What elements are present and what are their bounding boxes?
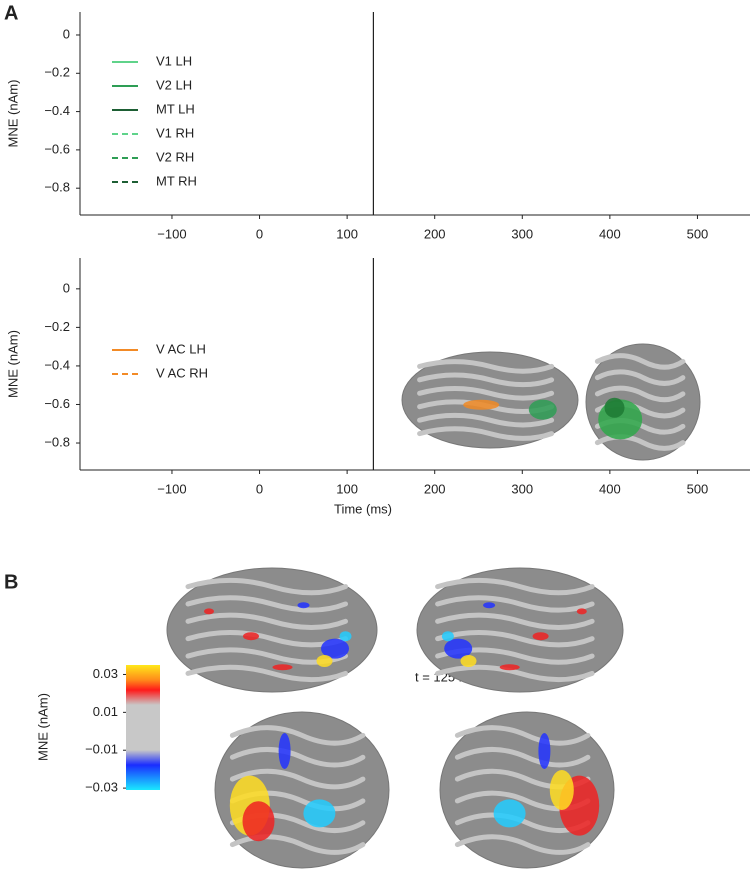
brain-images [166, 343, 701, 869]
y-axis-label: MNE (nAm) [5, 330, 20, 398]
activation-spot [493, 799, 526, 828]
brain-sulcus [417, 359, 555, 374]
activation-spot [460, 655, 477, 667]
activation-spot [278, 733, 291, 769]
colorbar-tick-label: −0.03 [85, 780, 118, 795]
activation-spot [528, 399, 557, 420]
panel-label: A [4, 2, 18, 24]
x-axis-label: Time (ms) [334, 501, 392, 516]
colorbar-label: MNE (nAm) [35, 693, 50, 761]
activation-spot [499, 664, 520, 671]
brain-sulcus [435, 664, 595, 683]
brain-sulcus [185, 664, 348, 683]
legend-label: V AC RH [156, 365, 208, 380]
brain-sulcus [417, 372, 555, 388]
y-axis-label: MNE (nAm) [5, 80, 20, 148]
activation-spot [321, 638, 349, 659]
brain-sulcus [454, 834, 591, 855]
y-tick-label: −0.2 [44, 65, 70, 80]
y-tick-label: −0.8 [44, 180, 70, 195]
brain-sulcus [229, 725, 366, 746]
x-tick-label: 400 [599, 481, 621, 496]
y-tick-label: −0.4 [44, 103, 70, 118]
x-tick-label: 100 [336, 226, 358, 241]
x-tick-label: 0 [256, 481, 263, 496]
x-tick-label: 500 [687, 481, 709, 496]
brain-sulcus [435, 612, 595, 630]
x-tick-label: 300 [511, 481, 533, 496]
activation-spot [242, 801, 275, 842]
legend-label: V2 LH [156, 77, 192, 92]
x-tick-label: 500 [687, 226, 709, 241]
activation-spot [441, 631, 454, 642]
activation-spot [316, 655, 333, 667]
activation-spot [243, 632, 259, 641]
brain-sulcus [594, 369, 686, 386]
y-tick-label: −0.8 [44, 434, 70, 449]
activation-spot [604, 397, 625, 418]
brain-sulcus [185, 577, 348, 596]
brain-sulcus [594, 353, 686, 370]
x-tick-label: 200 [424, 481, 446, 496]
x-tick-label: 300 [511, 226, 533, 241]
y-tick-label: 0 [63, 280, 70, 295]
brain-sulcus [185, 595, 348, 613]
x-tick-label: 400 [599, 226, 621, 241]
y-tick-label: −0.6 [44, 141, 70, 156]
legend-label: V1 RH [156, 125, 194, 140]
activation-spot [538, 733, 551, 769]
activation-spot [204, 608, 214, 615]
legend-label: V1 LH [156, 53, 192, 68]
activation-spot [272, 664, 293, 671]
brain-sulcus [454, 725, 591, 746]
brain-sulcus [417, 412, 555, 428]
brain-sulcus [594, 385, 686, 403]
activation-spot [297, 602, 310, 609]
brain-sulcus [417, 426, 555, 441]
activation-spot [463, 399, 500, 410]
brain-sulcus [185, 612, 348, 630]
x-tick-label: −100 [157, 226, 186, 241]
activation-spot [444, 638, 473, 659]
brain-sulcus [435, 629, 595, 648]
colorbar-tick-label: −0.01 [85, 742, 118, 757]
x-tick-label: 0 [256, 226, 263, 241]
activation-spot [303, 799, 336, 828]
y-tick-label: 0 [63, 26, 70, 41]
brain-sulcus [229, 747, 366, 768]
legend-label: V2 RH [156, 149, 194, 164]
colorbar [126, 665, 160, 790]
brain-sulcus [417, 386, 555, 401]
legend-label: MT RH [156, 173, 197, 188]
activation-spot [532, 632, 549, 641]
brain-sulcus [435, 577, 595, 596]
brain-sulcus [229, 768, 366, 790]
brain-sulcus [594, 434, 686, 451]
legend-label: V AC LH [156, 341, 206, 356]
brain-sulcus [454, 747, 591, 768]
panel-label: B [4, 571, 18, 593]
y-tick-label: −0.4 [44, 357, 70, 372]
x-tick-label: 200 [424, 226, 446, 241]
colorbar-tick-label: 0.03 [93, 666, 118, 681]
legend-label: MT LH [156, 101, 195, 116]
x-tick-label: 100 [336, 481, 358, 496]
y-tick-label: −0.6 [44, 396, 70, 411]
colorbar-tick-label: 0.01 [93, 704, 118, 719]
activation-spot [549, 770, 574, 810]
y-tick-label: −0.2 [44, 319, 70, 334]
brain-sulcus [435, 595, 595, 613]
x-tick-label: −100 [157, 481, 186, 496]
activation-spot [576, 608, 587, 615]
activation-spot [339, 631, 352, 642]
activation-spot [483, 602, 496, 609]
